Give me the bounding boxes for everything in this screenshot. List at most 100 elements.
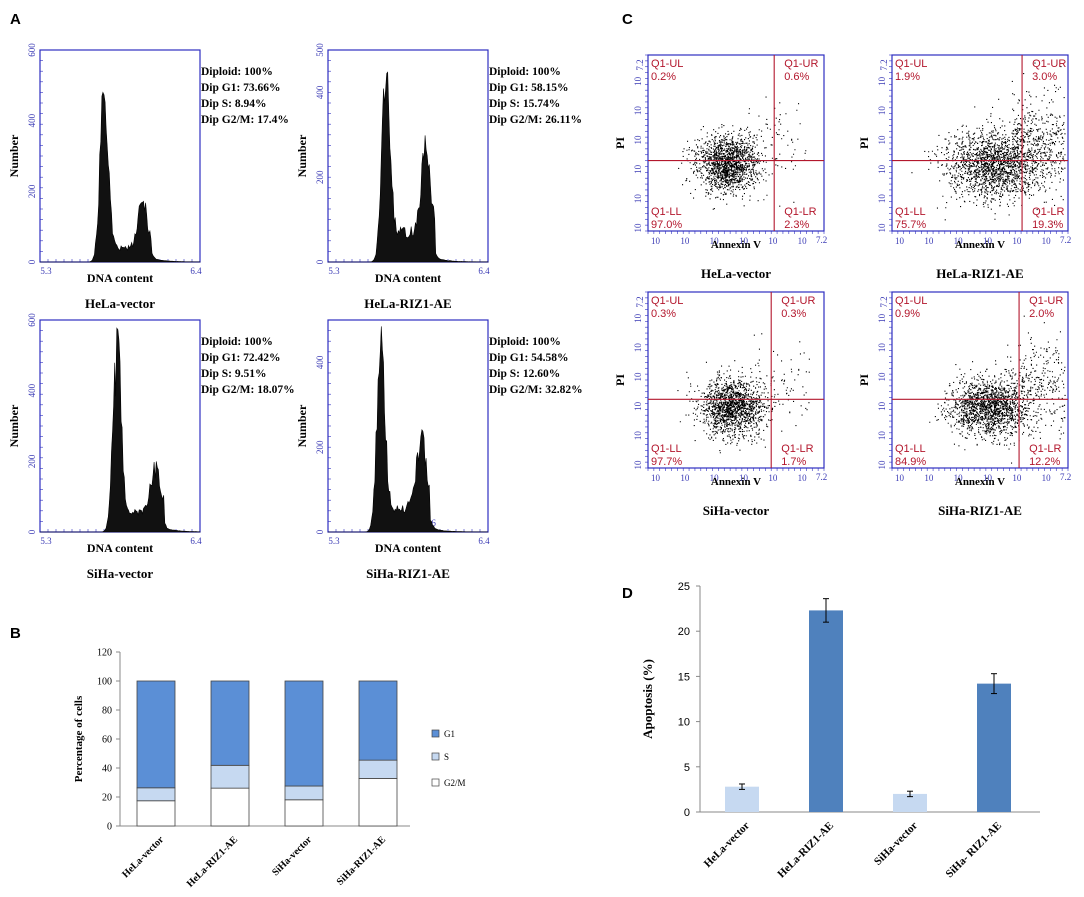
x-tick-label: 10 [739, 236, 749, 246]
y-tick-label: 10 [877, 343, 887, 353]
y-tick-label: 10 [633, 164, 643, 174]
y-tick-label: 10 [633, 460, 643, 470]
y-tick-label: 0 [315, 529, 325, 534]
x-tick-label-max: 7.2 [1060, 235, 1071, 245]
cell-cycle-stat: Dip G1: 73.66% [201, 82, 281, 94]
x-tick-label-max: 7.2 [816, 472, 827, 482]
y-tick-label: 5 [684, 762, 690, 774]
apoptosis-bar [809, 610, 843, 812]
category-label: HeLa-vector [120, 834, 166, 880]
x-tick-label: 10 [1012, 473, 1022, 483]
y-tick-label: 200 [27, 454, 37, 468]
bar-segment-s [210, 764, 250, 789]
bar-segment-s [136, 787, 176, 802]
y-axis-label: PI [613, 374, 627, 386]
y-tick-label: 80 [102, 706, 112, 717]
quadrant-label-ul: Q1-UL [651, 58, 683, 70]
y-tick-label: 600 [27, 43, 37, 57]
x-tick-label: 10 [710, 473, 720, 483]
quadrant-label-ll: Q1-LL [895, 206, 926, 218]
histogram-title: SiHa-vector [87, 566, 154, 581]
y-tick-label: 10 [633, 106, 643, 116]
y-tick-label: 100 [97, 677, 112, 688]
x-tick-label: 5.3 [328, 266, 340, 276]
scatter-frame [647, 291, 825, 469]
x-tick-label: 10 [798, 473, 808, 483]
y-tick-label: 20 [102, 793, 112, 804]
y-tick-label: 200 [315, 440, 325, 454]
scatter-points [677, 333, 810, 454]
cell-cycle-stat: Dip S: 9.51% [201, 368, 267, 380]
x-tick-label: 10 [739, 473, 749, 483]
histogram-title: SiHa-RIZ1-AE [366, 566, 450, 581]
y-tick-label: 20 [678, 626, 690, 638]
y-tick-label: 400 [315, 355, 325, 369]
legend-swatch [431, 778, 440, 787]
bar-segment-s [284, 785, 324, 801]
x-tick-label: 10 [680, 236, 690, 246]
cell-cycle-stat: Dip G2/M: 26.11% [489, 114, 582, 126]
y-tick-label: 10 [877, 313, 887, 323]
histogram-siha-riz1-ae: 0 200 400 5.3 6 6.4 DNA content Number SiHa-RIZ1… [295, 319, 583, 581]
quadrant-value-lr: 12.2% [1029, 456, 1060, 468]
x-axis-label: DNA content [375, 541, 441, 555]
cell-cycle-stat: Dip S: 8.94% [201, 98, 267, 110]
y-tick-label: 40 [102, 764, 112, 775]
x-tick-label: 6.4 [478, 266, 490, 276]
scatter-points [678, 96, 807, 210]
y-tick-label: 10 [633, 431, 643, 441]
x-axis-label: DNA content [375, 271, 441, 285]
y-tick-label: 500 [315, 43, 325, 57]
y-tick-label: 10 [633, 76, 643, 86]
quadrant-label-ll: Q1-LL [651, 443, 682, 455]
quadrant-value-ll: 84.9% [895, 456, 926, 468]
histogram-bars [40, 91, 201, 263]
y-tick-label: 10 [633, 401, 643, 411]
x-tick-label: 10 [1042, 473, 1052, 483]
x-tick-label: 10 [651, 473, 661, 483]
x-tick-label-max: 7.2 [1060, 472, 1071, 482]
quadrant-label-lr: Q1-LR [1029, 443, 1061, 455]
y-tick-label: 10 [633, 372, 643, 382]
y-tick-label: 10 [877, 401, 887, 411]
scatter-title: SiHa-RIZ1-AE [938, 503, 1022, 518]
y-tick-label: 15 [678, 671, 690, 683]
category-label: SiHa-RIZ1-AE [335, 834, 389, 888]
y-tick-label: 10 [877, 194, 887, 204]
quadrant-label-ll: Q1-LL [651, 206, 682, 218]
histogram-title: HeLa-vector [85, 296, 155, 311]
x-tick-label: 10 [954, 236, 964, 246]
panel-label-a: A [10, 11, 21, 28]
x-axis-label: Annexin V [711, 239, 761, 251]
category-label: HeLa-RIZ1-AE [775, 820, 836, 881]
x-tick-label: 6.4 [478, 536, 490, 546]
x-tick-label: 10 [924, 473, 934, 483]
category-label: SiHa- RIZ1-AE [944, 820, 1005, 881]
quadrant-value-ll: 97.7% [651, 456, 682, 468]
x-tick-label: 6 [431, 518, 436, 528]
legend-swatch [431, 752, 440, 761]
quadrant-label-ur: Q1-UR [1029, 295, 1063, 307]
cell-cycle-stat: Diploid: 100% [489, 336, 561, 348]
scatter-siha-riz1-ae: 10 10 10 10 10 10 10 10 10 10 10 10 7.2 7.2 Q1-UL0.9% Q… [857, 291, 1071, 518]
y-tick-label: 10 [877, 135, 887, 145]
histogram-frame [327, 319, 489, 533]
panel-d-bar-chart: 0 5 10 15 20 25 Apoptosis (%) HeLa-vector HeLa-R… [640, 581, 1040, 880]
x-axis-label: Annexin V [955, 239, 1005, 251]
cell-cycle-stat: Dip G1: 72.42% [201, 352, 281, 364]
scatter-hela-vector: 10 10 10 10 10 10 10 10 10 10 10 10 7.2 7.2 Q1-UL0.2% Q… [613, 54, 827, 281]
quadrant-value-ul: 0.2% [651, 71, 676, 83]
cell-cycle-stat: Diploid: 100% [201, 336, 273, 348]
y-tick-label: 0 [315, 259, 325, 264]
quadrant-value-lr: 2.3% [784, 219, 809, 231]
quadrant-value-lr: 1.7% [781, 456, 806, 468]
y-tick-label: 25 [678, 581, 690, 593]
y-tick-label: 400 [315, 85, 325, 99]
y-tick-label: 10 [877, 460, 887, 470]
histogram-bars [40, 327, 201, 533]
panel-c-scatter-plots: 10 10 10 10 10 10 10 10 10 10 10 10 7.2 7.2 Q1-UL0.2% Q… [613, 54, 1071, 518]
y-tick-label: 10 [633, 343, 643, 353]
y-tick-label: 10 [877, 164, 887, 174]
scatter-title: SiHa-vector [703, 503, 770, 518]
